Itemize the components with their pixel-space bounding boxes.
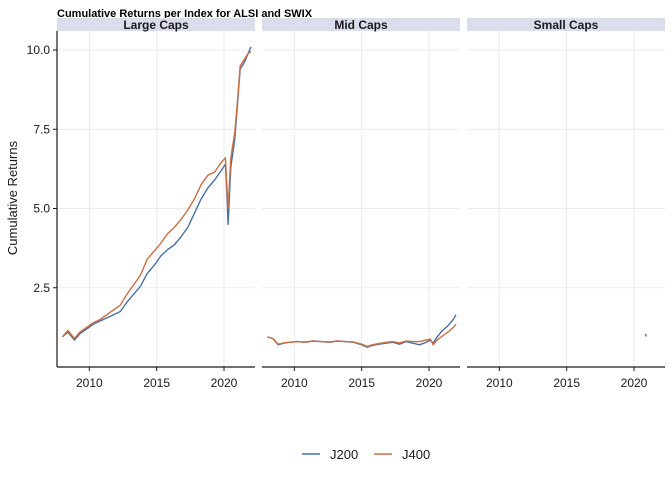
x-tick-label: 2015 xyxy=(143,376,170,390)
x-tick-label: 2010 xyxy=(76,376,103,390)
x-tick-label: 2010 xyxy=(486,376,513,390)
y-tick-label: 5.0 xyxy=(33,202,50,216)
x-tick-label: 2020 xyxy=(211,376,238,390)
facet-label: Small Caps xyxy=(534,18,599,32)
series-line-j400 xyxy=(61,50,252,340)
x-tick-label: 2015 xyxy=(348,376,375,390)
series-line-j400 xyxy=(644,334,647,337)
legend-item-j400: J400 xyxy=(374,447,430,462)
facet-strip xyxy=(262,18,460,31)
x-tick-label: 2010 xyxy=(281,376,308,390)
chart-title: Cumulative Returns per Index for ALSI an… xyxy=(57,8,313,20)
legend: J200 J400 xyxy=(302,447,430,462)
facet-strip xyxy=(57,18,255,31)
series-line-j400 xyxy=(267,323,457,348)
series-line-j200 xyxy=(61,46,252,341)
y-tick-label: 10.0 xyxy=(27,43,51,57)
legend-label: J400 xyxy=(402,447,430,462)
facet-label: Mid Caps xyxy=(334,18,388,32)
facet-label: Large Caps xyxy=(123,18,189,32)
legend-label: J200 xyxy=(330,447,358,462)
x-tick-label: 2020 xyxy=(621,376,648,390)
panel-mid-caps: Mid Caps 2010 2015 2020 xyxy=(262,18,460,390)
legend-item-j200: J200 xyxy=(302,447,358,462)
y-tick-label: 2.5 xyxy=(33,281,50,295)
facet-strip xyxy=(467,18,665,31)
x-tick-label: 2015 xyxy=(553,376,580,390)
y-axis-label: Cumulative Returns xyxy=(5,140,20,255)
y-tick-label: 7.5 xyxy=(33,122,50,136)
panel-small-caps: Small Caps 2010 2015 2020 xyxy=(467,18,665,390)
x-tick-label: 2020 xyxy=(416,376,443,390)
panel-large-caps: Large Caps 2010 2015 2020 2.5 5.0 7.5 10.0 xyxy=(27,18,255,390)
